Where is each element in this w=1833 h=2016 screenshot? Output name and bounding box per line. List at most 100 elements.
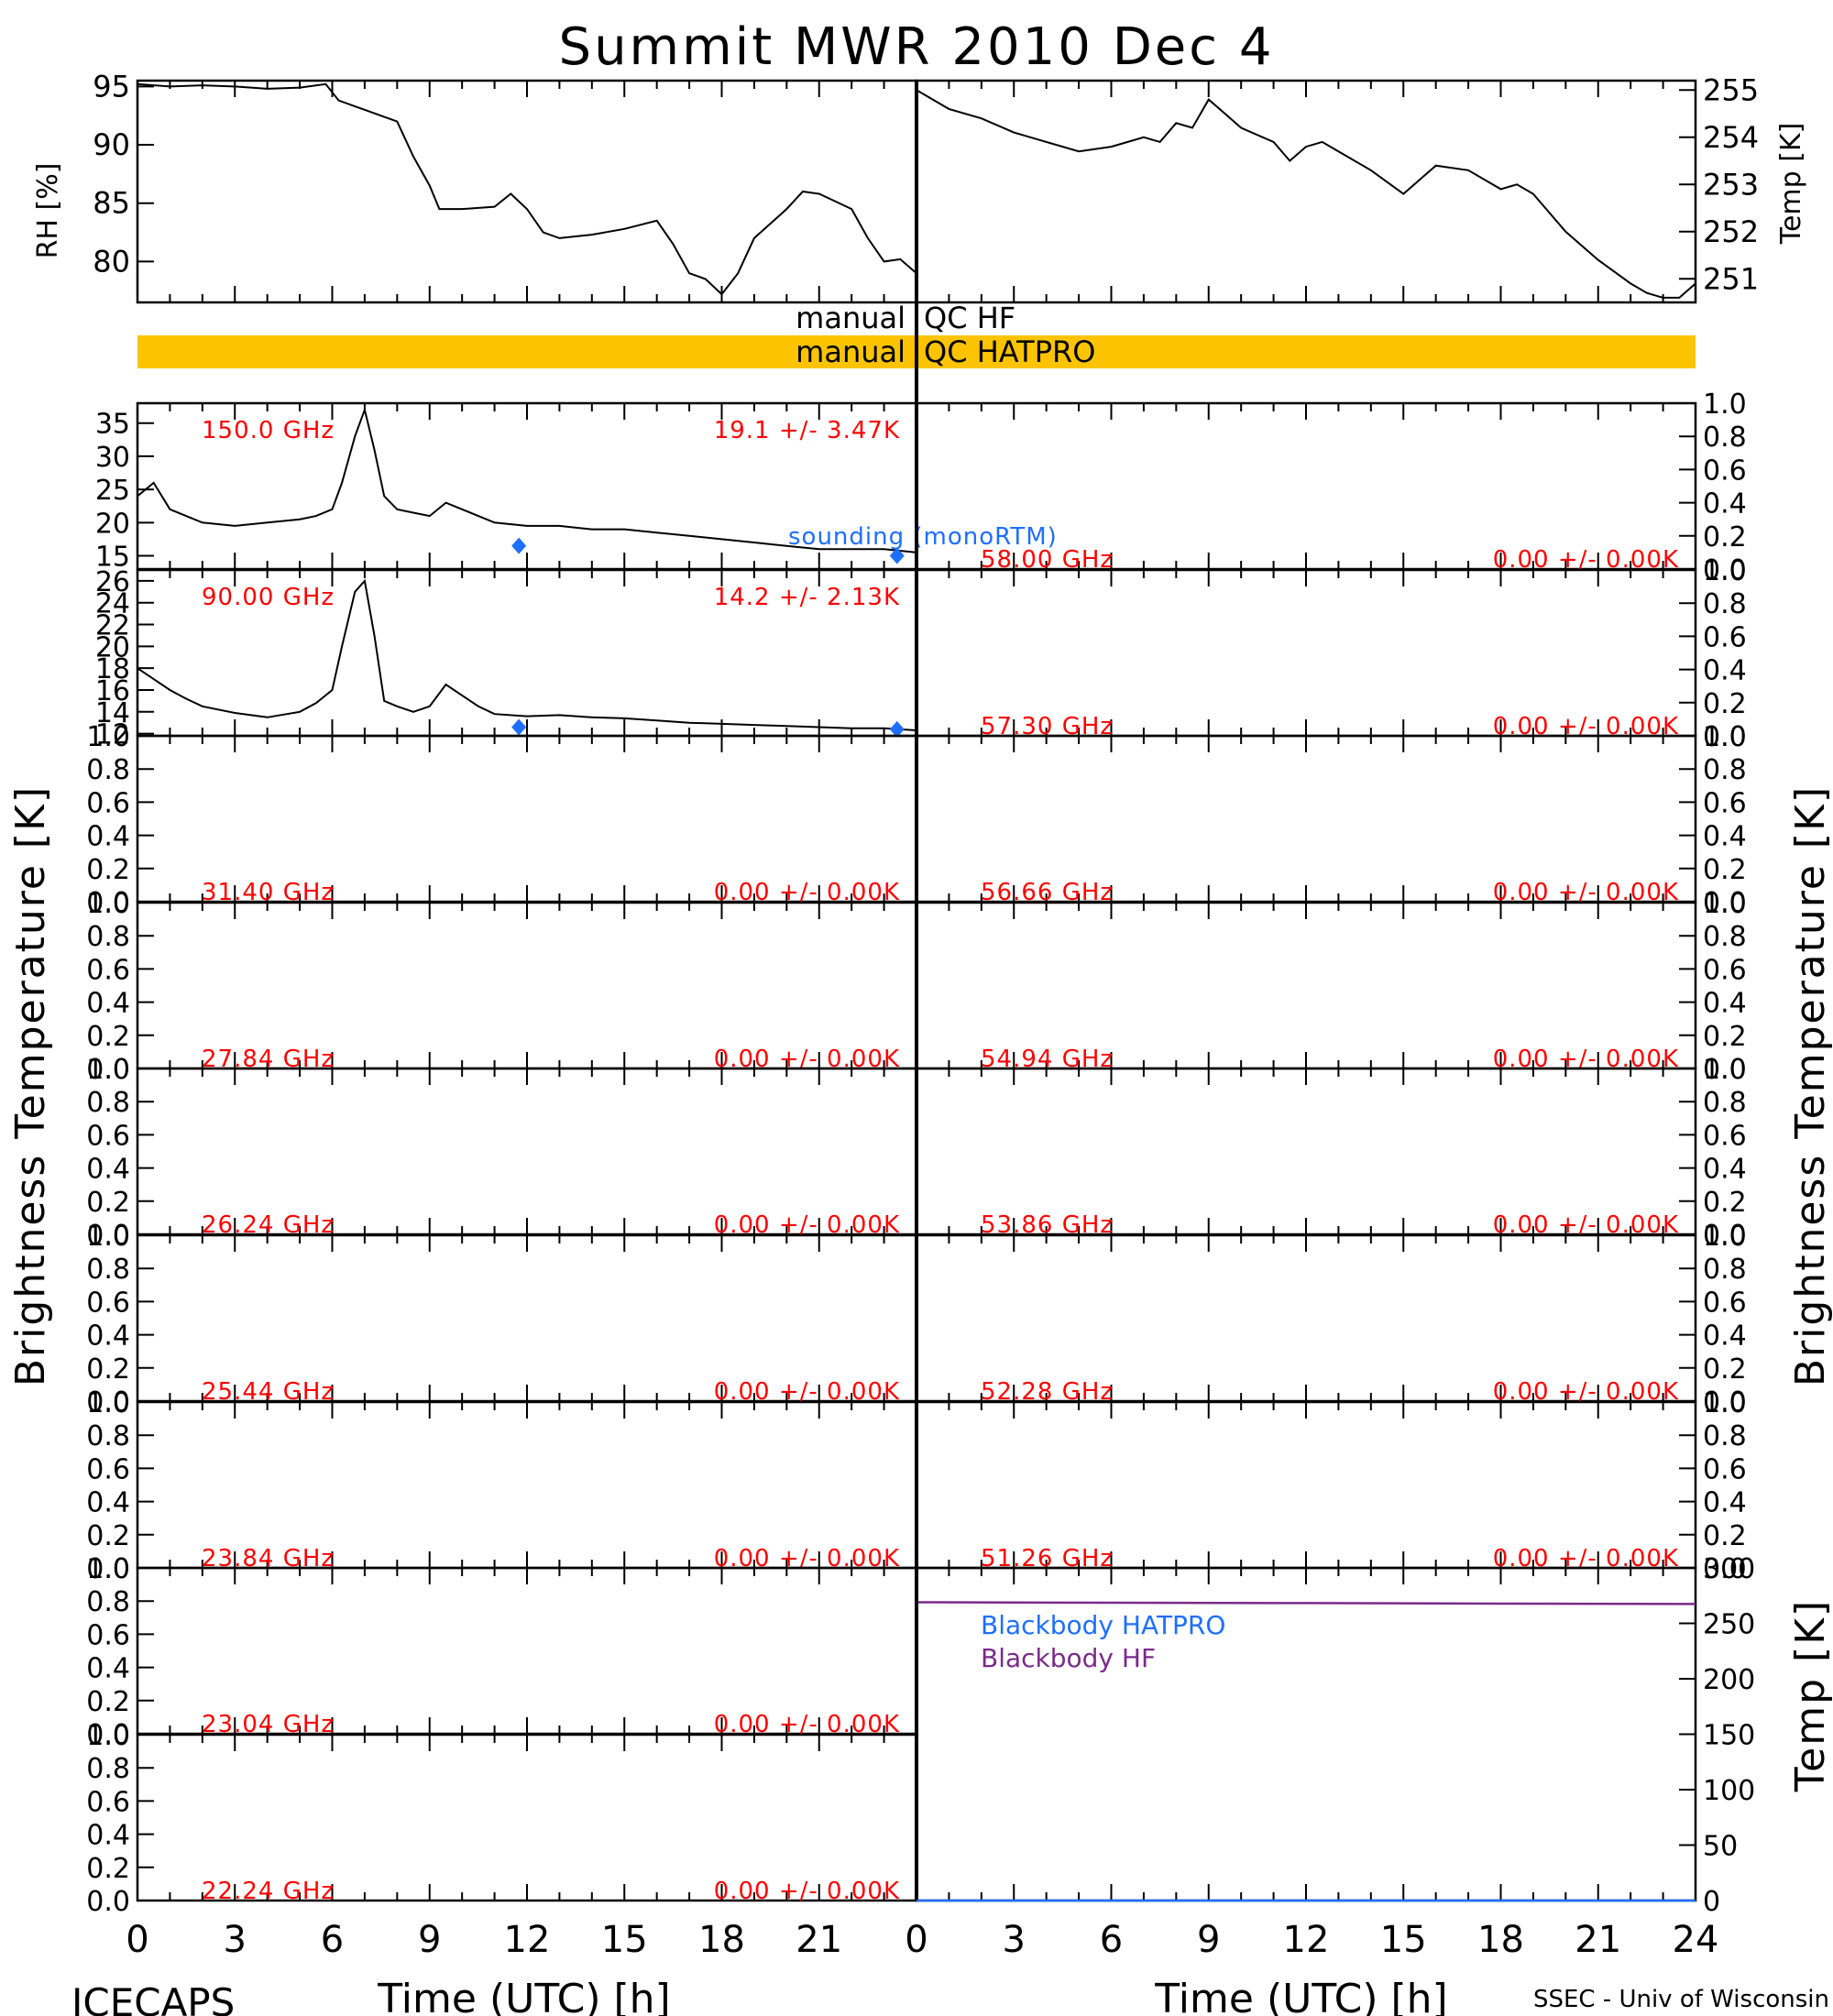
footer-left-icecaps: ICECAPS <box>71 1980 235 2016</box>
x-tick-label-right: 0 <box>905 1919 927 1961</box>
y-tick-label: 0 <box>1703 1886 1720 1918</box>
y-tick-label: 0.6 <box>86 1287 130 1319</box>
channel-frequency-label: 150.0 GHz <box>202 417 335 444</box>
y-tick-label: 150 <box>1703 1720 1755 1752</box>
y-tick-label: 0.4 <box>86 1154 130 1186</box>
right-tb-axis-label: Brightness Temperature [K] <box>1787 785 1833 1386</box>
x-tick-label-left: 21 <box>796 1919 842 1961</box>
y-tick-label: 0.4 <box>86 1653 130 1685</box>
y-tick-label: 0.6 <box>86 1786 130 1818</box>
y-tick-label: 1.0 <box>86 721 130 753</box>
y-tick-label: 0.8 <box>1703 754 1747 786</box>
y-tick-label: 1.0 <box>86 1720 130 1752</box>
y-tick-label: 0.2 <box>86 1187 130 1219</box>
y-tick-label: 0.8 <box>1703 422 1747 454</box>
y-tick-label: 0.6 <box>1703 1287 1747 1319</box>
y-tick-label: 0.0 <box>86 1054 130 1086</box>
y-tick-label: 0.0 <box>86 1886 130 1918</box>
y-tick-label: 1.0 <box>86 1221 130 1253</box>
qc-hatpro-right-label: QC HATPRO <box>924 334 1095 369</box>
panel-hatpro-ch-5666: 0.00.20.40.60.81.056.66 GHz 0.00 +/- 0.00… <box>915 721 1747 919</box>
y-tick-label: 1.0 <box>1703 555 1747 587</box>
panel-hatpro-ch-2224: 0.00.20.40.60.81.022.24 GHz 0.00 +/- 0.00… <box>86 1720 918 1918</box>
y-tick-label: 95 <box>93 69 130 104</box>
sounding-point <box>889 720 905 738</box>
x-tick-label-left: 15 <box>601 1919 648 1961</box>
y-tick-label: 250 <box>1703 1609 1755 1641</box>
y-tick-label: 0.0 <box>1703 721 1747 753</box>
y-tick-label: 0.0 <box>1703 554 1747 586</box>
y-tick-label: 0.8 <box>86 1087 130 1119</box>
y-tick-label: 0.6 <box>1703 455 1747 487</box>
y-tick-label: 0.8 <box>86 1254 130 1286</box>
y-tick-label: 0.4 <box>1703 988 1747 1020</box>
panel-hatpro-ch-2784: 0.00.20.40.60.81.027.84 GHz 0.00 +/- 0.00… <box>86 888 918 1086</box>
y-tick-label: 1.0 <box>86 1553 130 1585</box>
y-tick-label: 25 <box>95 475 130 507</box>
y-tick-label: 0.4 <box>86 1487 130 1519</box>
y-tick-label: 0.0 <box>1703 887 1747 919</box>
y-tick-label: 0.2 <box>86 1520 130 1552</box>
y-tick-label: 0.6 <box>86 1619 130 1651</box>
y-tick-label: 0.2 <box>1703 1187 1747 1219</box>
y-tick-label: 0.4 <box>1703 1487 1747 1519</box>
y-tick-label: 0.0 <box>86 1553 130 1585</box>
y-tick-label: 200 <box>1703 1664 1755 1696</box>
y-tick-label: 0.0 <box>1703 1386 1747 1419</box>
y-tick-label: 0.6 <box>86 1453 130 1485</box>
y-tick-label: 0.4 <box>1703 1154 1747 1186</box>
y-tick-label: 24 <box>95 588 130 620</box>
qc-hf-left-label: manual <box>796 301 906 335</box>
panel-temp: 251 252 253 254 255 <box>915 72 1759 304</box>
y-tick-label: 85 <box>93 186 130 221</box>
y-tick-label: 0.2 <box>1703 1520 1747 1552</box>
y-tick-label: 0.6 <box>86 787 130 819</box>
sounding-point <box>889 547 905 564</box>
y-tick-label: 0.6 <box>1703 787 1747 819</box>
y-tick-label: 252 <box>1703 214 1759 249</box>
panel-hatpro-ch-3140: 0.00.20.40.60.81.031.40 GHz 0.00 +/- 0.00… <box>86 721 918 919</box>
y-tick-label: 0.8 <box>1703 1254 1747 1286</box>
x-tick-label-left: 18 <box>698 1919 745 1961</box>
x-tick-label-right: 3 <box>1003 1919 1026 1961</box>
y-tick-label: 0.0 <box>86 887 130 919</box>
y-tick-label: 0.8 <box>1703 1087 1747 1119</box>
y-tick-label: 254 <box>1703 120 1759 155</box>
panel-hf-ch-5730: 0.00.20.40.60.81.057.30 GHz 0.00 +/- 0.00… <box>915 555 1747 753</box>
y-tick-label: 1.0 <box>1703 1054 1747 1086</box>
x-tick-label-right: 9 <box>1197 1919 1220 1961</box>
y-tick-label: 20 <box>95 631 130 663</box>
y-tick-label: 0.6 <box>1703 621 1747 653</box>
bb-temp-axis-label: Temp [K] <box>1787 1599 1833 1792</box>
x-tick-label-left: 3 <box>224 1919 247 1961</box>
y-tick-label: 0.0 <box>86 1220 130 1252</box>
panel-blackbody: 0 50 100 150 200 250 300 Blackbody HATPROBlackb… <box>915 1553 1755 1918</box>
series-line <box>916 89 1696 299</box>
y-tick-label: 0.4 <box>86 1320 130 1353</box>
y-tick-label: 90 <box>93 127 130 162</box>
y-tick-label: 0.6 <box>1703 1453 1747 1485</box>
x-tick-label-left: 12 <box>504 1919 551 1961</box>
y-tick-label: 0.8 <box>86 1753 130 1785</box>
y-tick-label: 1.0 <box>86 1054 130 1086</box>
y-tick-label: 14 <box>95 697 130 729</box>
y-tick-label: 0.4 <box>1703 655 1747 687</box>
y-tick-label: 0.2 <box>1703 521 1747 553</box>
y-tick-label: 0.4 <box>86 1820 130 1852</box>
y-tick-label: 18 <box>95 653 130 685</box>
series-line <box>137 82 917 296</box>
x-tick-label-right: 15 <box>1380 1919 1427 1961</box>
y-tick-label: 16 <box>95 675 130 707</box>
y-tick-label: 15 <box>95 542 130 574</box>
panel-rh: 80 85 90 95 <box>93 69 918 304</box>
x-tick-label-left: 9 <box>418 1919 441 1961</box>
rh-axis-label: RH [%] <box>32 163 64 259</box>
y-tick-label: 0.0 <box>86 1719 130 1751</box>
y-tick-label: 1.0 <box>86 888 130 920</box>
footer-right-ssec: SSEC - Univ of Wisconsin <box>1533 1986 1829 2013</box>
y-tick-label: 0.2 <box>1703 854 1747 886</box>
y-tick-label: 0.8 <box>1703 588 1747 620</box>
